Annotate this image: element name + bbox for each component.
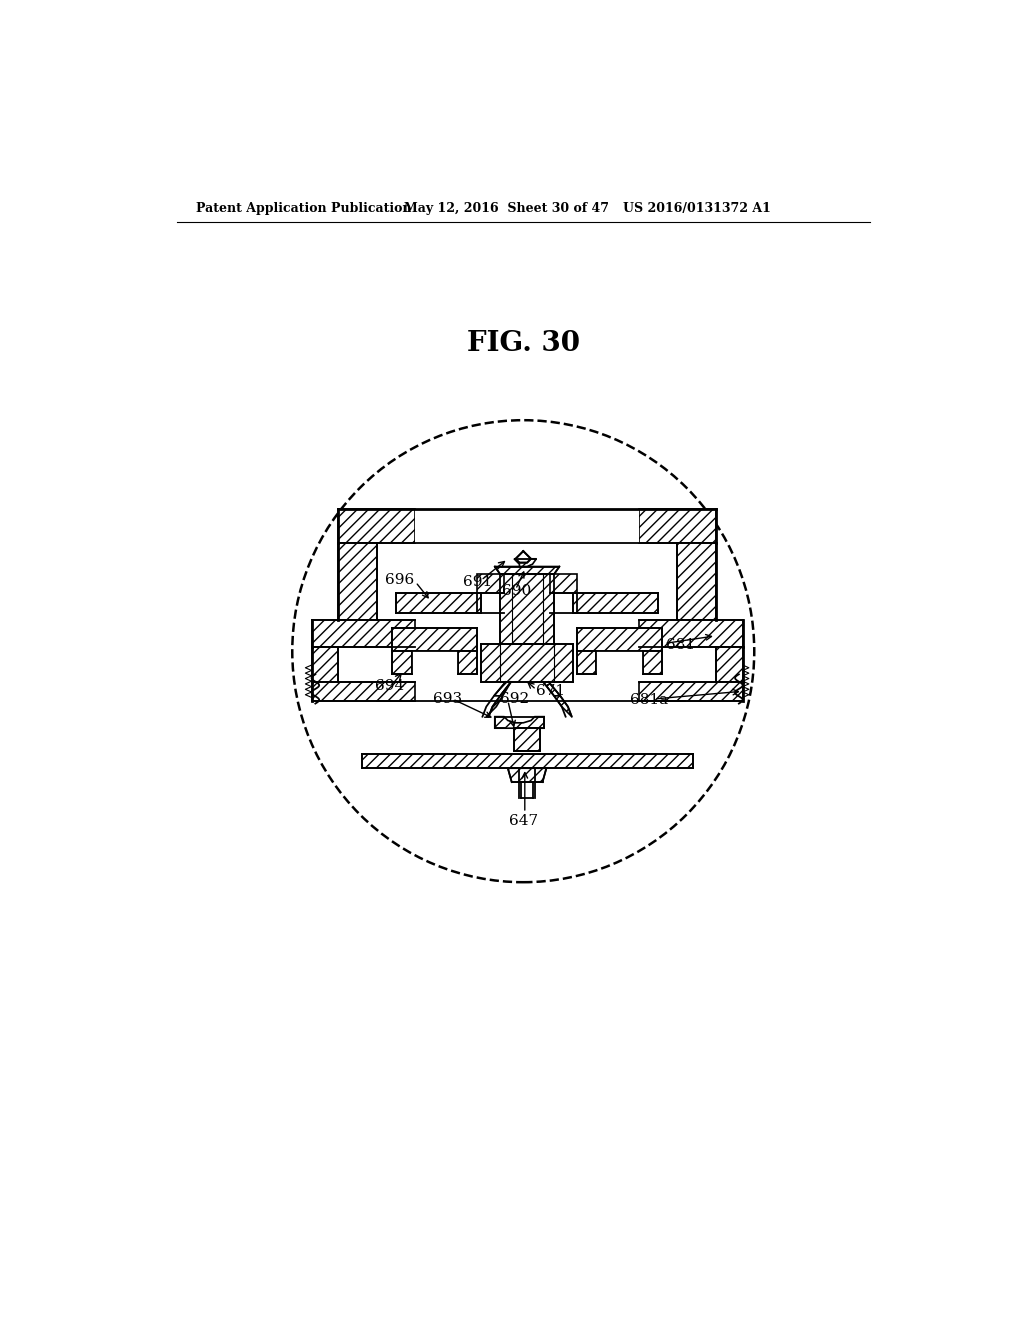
Bar (500, 574, 554, 644)
Bar (578, 651, 596, 675)
Text: Patent Application Publication: Patent Application Publication (196, 202, 412, 215)
Polygon shape (495, 566, 559, 574)
Bar (311, 647, 339, 682)
Polygon shape (554, 696, 571, 717)
Text: 681a: 681a (630, 693, 668, 706)
Bar (639, 682, 742, 701)
Bar (677, 544, 716, 620)
Bar (392, 651, 412, 675)
Text: FIG. 30: FIG. 30 (467, 330, 580, 356)
Bar (477, 574, 504, 594)
Bar (573, 594, 658, 612)
Bar (458, 651, 477, 675)
Bar (716, 647, 742, 682)
Bar (392, 628, 477, 651)
Polygon shape (544, 682, 560, 696)
Bar (639, 508, 716, 544)
Bar (550, 574, 578, 594)
Text: 671: 671 (537, 684, 565, 698)
Text: 693: 693 (433, 692, 462, 706)
Bar (643, 651, 662, 675)
Bar (578, 628, 662, 651)
Bar (396, 594, 481, 612)
Bar (412, 651, 458, 675)
Text: 691: 691 (463, 576, 493, 589)
Bar (481, 644, 573, 682)
Polygon shape (486, 682, 511, 717)
Text: 694: 694 (376, 678, 404, 693)
Bar (596, 651, 643, 675)
Text: 647: 647 (509, 813, 538, 828)
Text: US 2016/0131372 A1: US 2016/0131372 A1 (624, 202, 771, 215)
Bar (339, 544, 377, 620)
Bar (361, 755, 692, 768)
Polygon shape (515, 552, 531, 562)
Text: 692: 692 (500, 692, 529, 706)
Text: May 12, 2016  Sheet 30 of 47: May 12, 2016 Sheet 30 of 47 (403, 202, 609, 215)
Bar (416, 508, 639, 544)
Bar (639, 620, 742, 647)
Polygon shape (495, 717, 544, 729)
Polygon shape (494, 682, 511, 696)
Polygon shape (508, 768, 547, 781)
Text: 690: 690 (503, 585, 531, 598)
Bar (311, 620, 416, 647)
Bar (514, 729, 541, 751)
Polygon shape (514, 558, 537, 566)
Text: 681: 681 (666, 638, 695, 652)
Text: 696: 696 (385, 573, 414, 586)
Bar (311, 682, 416, 701)
Bar (339, 508, 416, 544)
